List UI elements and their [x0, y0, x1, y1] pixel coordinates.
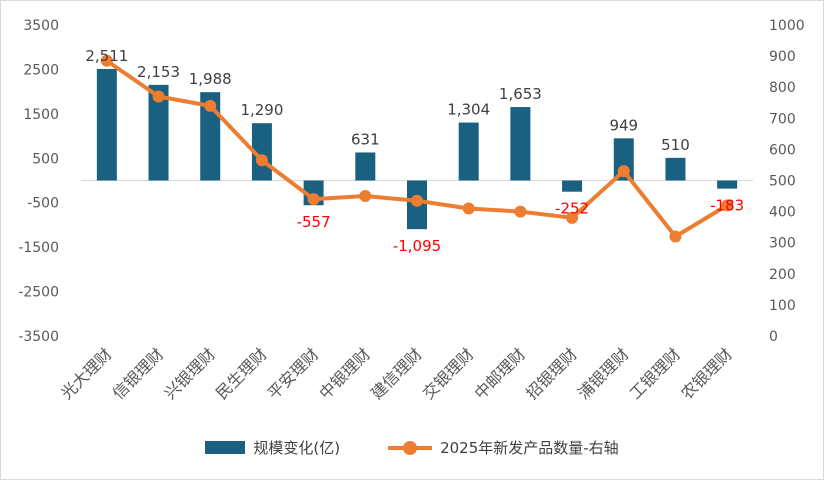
line-point-民生理财: [255, 154, 268, 167]
y-right-tick-label: 700: [769, 111, 796, 127]
line-point-信银理财: [152, 90, 165, 103]
bar-data-label: 2,511: [85, 47, 128, 65]
y-right-tick-label: 500: [769, 174, 796, 190]
bar-中银理财: [355, 152, 376, 181]
bar-光大理财: [96, 68, 117, 181]
bar-data-label: 1,988: [189, 70, 232, 88]
legend: 规模变化(亿) 2025年新发产品数量-右轴: [1, 437, 823, 458]
bar-data-label: 510: [661, 136, 690, 154]
line-point-浦银理财: [617, 165, 630, 178]
x-category-label: 民生理财: [212, 344, 271, 403]
y-right-tick-label: 600: [769, 142, 796, 158]
line-point-平安理财: [307, 193, 320, 206]
bar-农银理财: [717, 180, 738, 189]
y-left-tick-label: 1500: [23, 107, 59, 123]
x-category-label: 浦银理财: [574, 344, 633, 403]
bar-data-label: 949: [609, 116, 638, 134]
x-category-label: 交银理财: [419, 344, 478, 403]
legend-line-swatch: [388, 440, 433, 455]
y-right-tick-label: 800: [769, 80, 796, 96]
bar-data-label: 1,290: [240, 101, 283, 119]
y-left-tick-label: 500: [32, 151, 59, 167]
y-left-tick-label: -3500: [18, 329, 59, 345]
line-point-招银理财: [566, 211, 579, 224]
legend-line-label: 2025年新发产品数量-右轴: [440, 439, 619, 457]
y-right-tick-label: 0: [769, 329, 778, 345]
x-category-label: 建信理财: [367, 344, 426, 403]
line-point-中邮理财: [514, 205, 527, 218]
bar-信银理财: [148, 84, 169, 181]
bar-data-label: 631: [351, 130, 380, 148]
bar-中邮理财: [510, 107, 531, 181]
bar-data-label: 1,653: [499, 85, 542, 103]
line-point-建信理财: [411, 194, 423, 207]
bar-data-label: 2,153: [137, 63, 180, 81]
bar-data-label: -183: [710, 197, 744, 215]
line-point-工银理财: [669, 230, 682, 243]
line-point-交银理财: [462, 202, 475, 215]
y-right-tick-label: 300: [769, 236, 796, 252]
x-category-label: 中银理财: [315, 344, 374, 403]
legend-item-line: 2025年新发产品数量-右轴: [388, 437, 619, 458]
y-right-tick-label: 100: [769, 298, 796, 314]
x-category-label: 农银理财: [677, 344, 736, 403]
y-left-tick-label: 2500: [23, 62, 59, 78]
line-point-光大理财: [100, 54, 113, 67]
y-right-tick-label: 400: [769, 205, 796, 221]
bar-data-label: -557: [297, 213, 331, 231]
bar-data-label: -1,095: [393, 237, 441, 255]
y-left-tick-label: -500: [27, 196, 59, 212]
x-category-label: 工银理财: [626, 344, 685, 403]
line-point-农银理财: [721, 199, 734, 212]
y-left-tick-label: 3500: [23, 18, 59, 34]
y-right-tick-label: 200: [769, 267, 796, 283]
y-left-tick-label: -1500: [18, 240, 59, 256]
legend-item-bar: 规模变化(亿): [205, 437, 340, 458]
y-right-tick-label: 900: [769, 49, 796, 65]
line-point-中银理财: [359, 190, 372, 203]
y-left-tick-label: -2500: [18, 285, 59, 301]
x-category-label: 招银理财: [522, 344, 581, 403]
legend-bar-swatch: [205, 441, 246, 454]
x-category-label: 平安理财: [264, 344, 323, 403]
x-category-label: 光大理财: [57, 344, 116, 403]
bar-data-label: 1,304: [447, 101, 490, 119]
bar-招银理财: [562, 180, 583, 192]
y-right-tick-label: 1000: [769, 18, 805, 34]
line-point-兴银理财: [204, 99, 217, 112]
legend-bar-label: 规模变化(亿): [253, 439, 341, 457]
bar-data-label: -252: [555, 200, 589, 218]
bar-交银理财: [458, 122, 479, 181]
bar-兴银理财: [200, 92, 221, 181]
x-category-label: 信银理财: [109, 344, 168, 403]
x-category-label: 兴银理财: [160, 344, 219, 403]
x-category-label: 中邮理财: [471, 344, 530, 403]
bar-工银理财: [665, 157, 686, 181]
combo-chart: 350025001500500-500-1500-2500-3500100090…: [18, 18, 805, 403]
